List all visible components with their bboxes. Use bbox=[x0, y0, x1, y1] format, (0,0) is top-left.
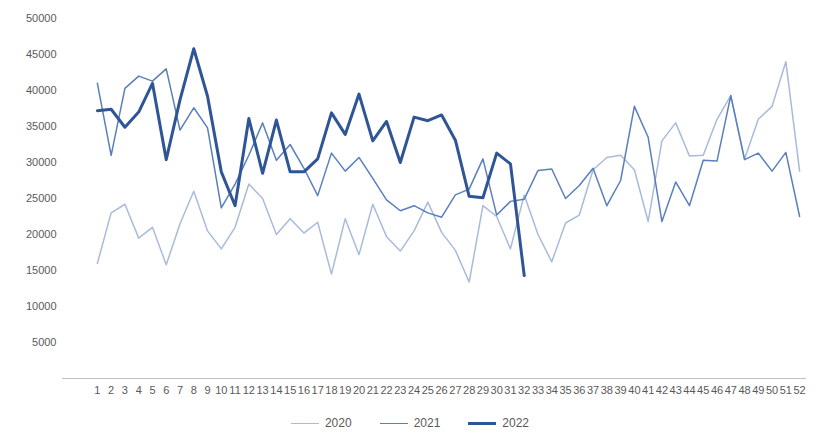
svg-text:43: 43 bbox=[670, 384, 682, 396]
svg-text:10000: 10000 bbox=[26, 300, 57, 312]
svg-text:35000: 35000 bbox=[26, 120, 57, 132]
svg-text:39: 39 bbox=[614, 384, 626, 396]
svg-text:40000: 40000 bbox=[26, 84, 57, 96]
svg-text:3: 3 bbox=[122, 384, 128, 396]
svg-text:27: 27 bbox=[449, 384, 461, 396]
svg-text:7: 7 bbox=[177, 384, 183, 396]
html-text:2021: 2021 bbox=[413, 416, 441, 430]
svg-text:20: 20 bbox=[353, 384, 365, 396]
svg-text:17: 17 bbox=[312, 384, 324, 396]
svg-text:45000: 45000 bbox=[26, 48, 57, 60]
html-text:2020: 2020 bbox=[324, 416, 352, 430]
svg-text:1: 1 bbox=[94, 384, 100, 396]
svg-text:25: 25 bbox=[422, 384, 434, 396]
svg-text:45: 45 bbox=[697, 384, 709, 396]
svg-text:37: 37 bbox=[587, 384, 599, 396]
svg-text:46: 46 bbox=[711, 384, 723, 396]
svg-text:21: 21 bbox=[367, 384, 379, 396]
svg-text:15000: 15000 bbox=[26, 264, 57, 276]
svg-text:33: 33 bbox=[532, 384, 544, 396]
svg-text:42: 42 bbox=[656, 384, 668, 396]
svg-text:5000: 5000 bbox=[32, 336, 56, 348]
svg-text:9: 9 bbox=[204, 384, 210, 396]
svg-text:15: 15 bbox=[284, 384, 296, 396]
svg-text:31: 31 bbox=[504, 384, 516, 396]
svg-text:51: 51 bbox=[780, 384, 792, 396]
svg-text:50000: 50000 bbox=[26, 12, 57, 24]
svg-text:30000: 30000 bbox=[26, 156, 57, 168]
svg-text:23: 23 bbox=[394, 384, 406, 396]
svg-text:32: 32 bbox=[518, 384, 530, 396]
svg-text:34: 34 bbox=[546, 384, 558, 396]
svg-text:16: 16 bbox=[298, 384, 310, 396]
svg-text:25000: 25000 bbox=[26, 192, 57, 204]
svg-text:12: 12 bbox=[243, 384, 255, 396]
svg-text:41: 41 bbox=[642, 384, 654, 396]
svg-text:19: 19 bbox=[339, 384, 351, 396]
svg-text:48: 48 bbox=[738, 384, 750, 396]
svg-text:8: 8 bbox=[191, 384, 197, 396]
svg-text:47: 47 bbox=[725, 384, 737, 396]
svg-text:10: 10 bbox=[215, 384, 227, 396]
svg-text:30: 30 bbox=[491, 384, 503, 396]
svg-text:6: 6 bbox=[163, 384, 169, 396]
svg-text:22: 22 bbox=[380, 384, 392, 396]
svg-text:29: 29 bbox=[477, 384, 489, 396]
svg-text:2: 2 bbox=[108, 384, 114, 396]
svg-text:38: 38 bbox=[601, 384, 613, 396]
svg-text:14: 14 bbox=[270, 384, 282, 396]
svg-text:52: 52 bbox=[793, 384, 805, 396]
svg-text:49: 49 bbox=[752, 384, 764, 396]
svg-text:20000: 20000 bbox=[26, 228, 57, 240]
svg-text:24: 24 bbox=[408, 384, 420, 396]
svg-text:36: 36 bbox=[573, 384, 585, 396]
svg-text:13: 13 bbox=[256, 384, 268, 396]
svg-text:35: 35 bbox=[559, 384, 571, 396]
svg-text:44: 44 bbox=[683, 384, 695, 396]
svg-text:50: 50 bbox=[766, 384, 778, 396]
svg-text:5: 5 bbox=[149, 384, 155, 396]
html-text:2022: 2022 bbox=[502, 416, 529, 430]
svg-text:40: 40 bbox=[628, 384, 640, 396]
svg-text:11: 11 bbox=[229, 384, 240, 396]
svg-text:18: 18 bbox=[325, 384, 337, 396]
svg-text:4: 4 bbox=[136, 384, 142, 396]
svg-text:26: 26 bbox=[435, 384, 447, 396]
svg-text:28: 28 bbox=[463, 384, 475, 396]
